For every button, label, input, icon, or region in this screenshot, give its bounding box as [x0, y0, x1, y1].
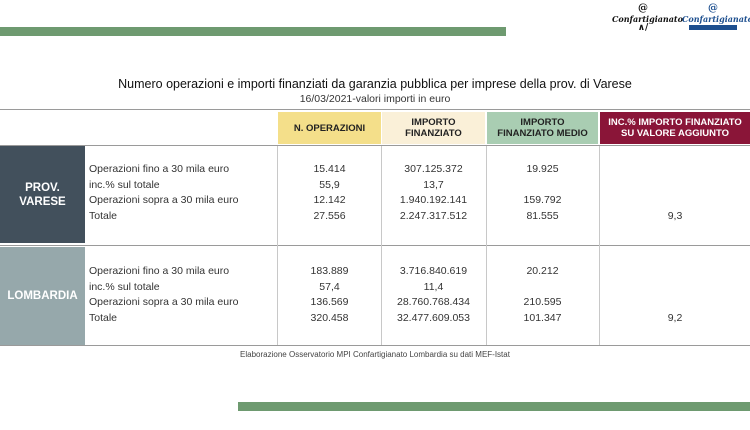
table-bottom-rule — [0, 345, 750, 346]
header-importo-finanziato: IMPORTO FINANZIATO — [382, 112, 485, 144]
top-accent-bar — [0, 27, 506, 36]
table-cell: 19.925 — [526, 163, 559, 175]
confartigianato-logo: @ Confartigianato ∧/ — [612, 3, 683, 33]
table-cell: 20.212 — [526, 265, 559, 277]
section-divider-rule — [0, 245, 750, 246]
lombardia-inc-valore-aggiunto: 9,2 — [600, 311, 750, 327]
varese-importo-medio: 19.925 159.792 81.555 — [487, 162, 598, 224]
page-subtitle: 16/03/2021-valori importi in euro — [299, 93, 451, 105]
table-cell: 81.555 — [526, 209, 559, 222]
row-label: Operazioni fino a 30 mila euro — [89, 265, 230, 277]
table-cell: 183.889 — [310, 265, 349, 277]
confartigianato-lombardia-logo: @ Confartigianato — [682, 3, 750, 30]
table-cell: 136.569 — [310, 296, 349, 308]
at-sign-icon: @ — [638, 3, 648, 14]
lombardia-importo: 3.716.840.619 11,4 28.760.768.434 32.477… — [382, 264, 485, 326]
column-divider — [486, 146, 487, 345]
row-label: inc.% sul totale — [89, 178, 160, 191]
column-divider — [599, 146, 600, 345]
table-cell: 3.716.840.619 — [399, 265, 468, 277]
varese-importo: 307.125.372 13,7 1.940.192.141 2.247.317… — [382, 162, 485, 224]
varese-inc-valore-aggiunto: 9,3 — [600, 209, 750, 225]
table-cell: 9,2 — [667, 312, 683, 324]
row-label: Operazioni fino a 30 mila euro — [89, 163, 230, 175]
column-divider — [381, 146, 382, 345]
row-label: inc.% sul totale — [89, 280, 160, 293]
table-cell: 28.760.768.434 — [397, 296, 470, 308]
header-inc-valore-aggiunto: INC.% IMPORTO FINANZIATO SU VALORE AGGIUN… — [600, 112, 750, 144]
table-cell: 210.595 — [523, 296, 562, 308]
table-cell — [487, 280, 598, 296]
table-cell: 57,4 — [319, 280, 340, 293]
table-cell: 320.458 — [310, 311, 349, 324]
table-cell: 9,3 — [667, 210, 683, 222]
row-label: Operazioni sopra a 30 mila euro — [89, 194, 239, 206]
wave-mark-icon: ∧/ — [637, 23, 649, 33]
logo-text-right: Confartigianato — [682, 14, 750, 24]
page-title: Numero operazioni e importi finanziati d… — [118, 77, 632, 91]
lombardia-importo-medio: 20.212 210.595 101.347 — [487, 264, 598, 326]
row-label: Operazioni sopra a 30 mila euro — [89, 296, 239, 308]
table-cell: 15.414 — [313, 163, 346, 175]
bottom-accent-bar — [238, 402, 750, 411]
source-note: Elaborazione Osservatorio MPI Confartigi… — [240, 350, 510, 359]
table-cell: 13,7 — [423, 178, 444, 191]
logo-text-left: Confartigianato — [612, 14, 683, 24]
table-cell: 11,4 — [423, 280, 444, 293]
region-label-lombardia: LOMBARDIA — [0, 247, 85, 345]
table-cell: 2.247.317.512 — [399, 209, 468, 222]
varese-n-operazioni: 15.414 55,9 12.142 27.556 — [278, 162, 381, 224]
table-top-rule — [0, 109, 750, 110]
row-label: Totale — [89, 209, 118, 222]
table-cell: 159.792 — [523, 194, 562, 206]
table-cell: 307.125.372 — [404, 163, 463, 175]
lombardia-labels: Operazioni fino a 30 mila euro inc.% sul… — [89, 264, 238, 326]
table-cell — [487, 178, 598, 194]
row-label: Totale — [89, 311, 118, 324]
table-cell: 32.477.609.053 — [397, 311, 470, 324]
column-divider — [277, 146, 278, 345]
logo-group: @ Confartigianato ∧/ @ Confartigianato — [612, 3, 750, 33]
region-label-varese: PROV. VARESE — [0, 146, 85, 243]
at-sign-icon: @ — [708, 3, 718, 14]
table-cell: 27.556 — [313, 209, 346, 222]
header-bottom-rule — [0, 145, 750, 146]
table-cell: 101.347 — [523, 311, 562, 324]
table-cell: 1.940.192.141 — [399, 194, 468, 206]
varese-labels: Operazioni fino a 30 mila euro inc.% sul… — [89, 162, 238, 224]
header-n-operazioni: N. OPERAZIONI — [278, 112, 381, 144]
table-cell: 12.142 — [313, 194, 346, 206]
lombardia-n-operazioni: 183.889 57,4 136.569 320.458 — [278, 264, 381, 326]
header-importo-medio: IMPORTO FINANZIATO MEDIO — [487, 112, 598, 144]
table-cell: 55,9 — [319, 178, 340, 191]
logo-sub-band — [689, 25, 737, 30]
